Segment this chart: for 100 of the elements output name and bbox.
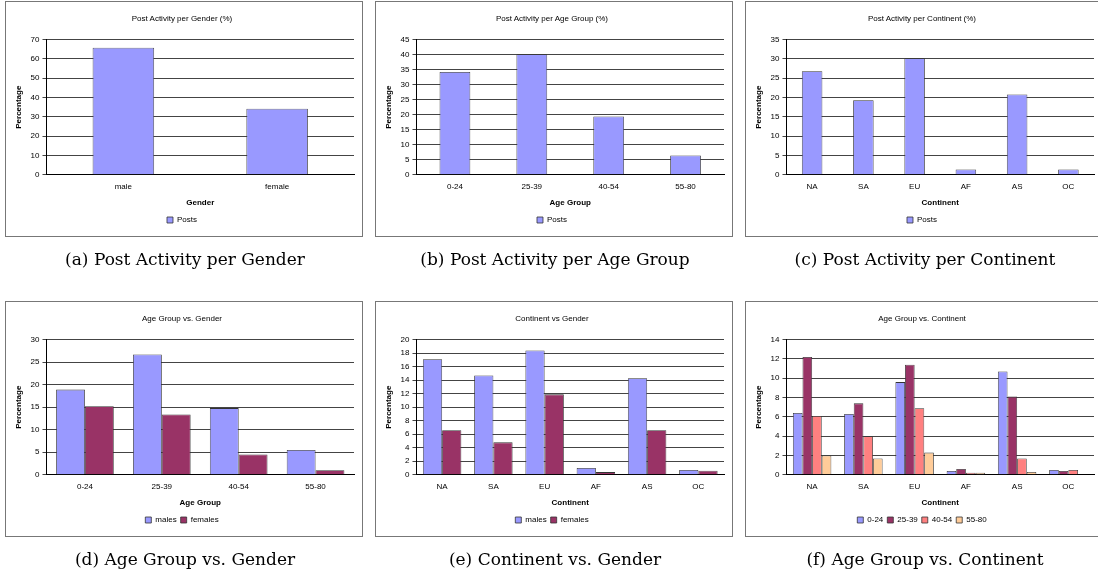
x-tick-label: 55-80 bbox=[675, 181, 697, 191]
y-axis-title: Percentage bbox=[14, 385, 23, 429]
x-axis-title: Continent bbox=[551, 498, 590, 508]
y-tick-label: 0 bbox=[405, 170, 411, 179]
y-tick-label: 30 bbox=[770, 54, 781, 64]
y-tick-label: 0 bbox=[35, 170, 41, 179]
y-tick-label: 10 bbox=[30, 424, 41, 434]
y-tick-label: 20 bbox=[770, 92, 781, 102]
text: (d) Age Group vs. Gender bbox=[73, 549, 297, 569]
y-tick-label: 16 bbox=[400, 361, 411, 371]
chart-title: Post Activity per Continent (%) bbox=[867, 14, 977, 23]
y-tick-label: 14 bbox=[400, 375, 411, 385]
text: (a) Post Activity per Gender bbox=[64, 249, 306, 269]
y-tick-label: 25 bbox=[400, 94, 411, 104]
x-tick-label: AS bbox=[1011, 481, 1023, 491]
y-tick-label: 2 bbox=[775, 450, 781, 460]
legend-label: 25-39 bbox=[897, 515, 919, 525]
y-tick-label: 10 bbox=[770, 131, 781, 141]
y-tick-label: 10 bbox=[400, 139, 411, 149]
x-tick-label: female bbox=[265, 181, 290, 191]
x-tick-label: OC bbox=[692, 481, 705, 491]
y-tick-label: 4 bbox=[405, 442, 411, 452]
legend-label: 55-80 bbox=[966, 515, 988, 525]
legend-label: Posts bbox=[917, 215, 938, 225]
x-tick-label: OC bbox=[1062, 181, 1075, 191]
x-tick-label: 55-80 bbox=[305, 481, 327, 491]
x-tick-label: male bbox=[114, 181, 133, 191]
y-tick-label: 15 bbox=[400, 124, 411, 134]
x-tick-label: EU bbox=[909, 181, 921, 191]
x-tick-label: NA bbox=[806, 181, 819, 191]
y-tick-label: 40 bbox=[400, 49, 411, 59]
y-tick-label: 0 bbox=[405, 470, 411, 479]
y-tick-label: 10 bbox=[770, 373, 781, 383]
x-tick-label: AS bbox=[641, 481, 653, 491]
chart-title: Post Activity per Gender (%) bbox=[131, 14, 233, 23]
y-tick-label: 40 bbox=[30, 92, 41, 102]
y-tick-label: 60 bbox=[30, 54, 41, 64]
y-tick-label: 6 bbox=[775, 412, 781, 422]
y-axis-title: Percentage bbox=[754, 385, 763, 429]
x-tick-label: 25-39 bbox=[151, 481, 173, 491]
x-tick-label: NA bbox=[436, 481, 449, 491]
legend-label: females bbox=[190, 515, 219, 525]
x-tick-label: EU bbox=[909, 481, 921, 491]
y-tick-label: 15 bbox=[30, 402, 41, 412]
x-tick-label: 0-24 bbox=[76, 481, 94, 491]
y-tick-label: 6 bbox=[405, 429, 411, 439]
y-tick-label: 25 bbox=[770, 73, 781, 83]
y-tick-label: 30 bbox=[30, 334, 41, 344]
y-tick-label: 0 bbox=[775, 470, 781, 479]
y-tick-label: 70 bbox=[30, 34, 41, 44]
x-tick-label: NA bbox=[806, 481, 819, 491]
legend-label: males bbox=[155, 515, 177, 525]
y-tick-label: 15 bbox=[770, 112, 781, 122]
y-tick-label: 0 bbox=[775, 170, 781, 179]
x-tick-label: OC bbox=[1062, 481, 1075, 491]
x-tick-label: SA bbox=[858, 481, 870, 491]
y-tick-label: 5 bbox=[35, 447, 41, 457]
y-tick-label: 25 bbox=[30, 357, 41, 367]
text: (e) Continent vs. Gender bbox=[447, 549, 663, 569]
y-tick-label: 4 bbox=[775, 431, 781, 441]
legend-label: Posts bbox=[547, 215, 568, 225]
y-tick-label: 10 bbox=[30, 150, 41, 160]
x-axis-title: Continent bbox=[921, 498, 960, 508]
legend-label: Posts bbox=[177, 215, 198, 225]
x-axis-title: Gender bbox=[186, 198, 215, 208]
chart-title: Age Group vs. Gender bbox=[141, 314, 223, 323]
x-tick-label: AF bbox=[960, 481, 972, 491]
y-tick-label: 10 bbox=[400, 402, 411, 412]
y-tick-label: 20 bbox=[400, 334, 411, 344]
y-tick-label: 2 bbox=[405, 456, 411, 466]
y-tick-label: 12 bbox=[400, 388, 411, 398]
text: (c) Post Activity per Continent bbox=[793, 249, 1057, 269]
legend-label: males bbox=[525, 515, 547, 525]
y-tick-label: 30 bbox=[30, 112, 41, 122]
y-tick-label: 5 bbox=[405, 154, 411, 164]
x-tick-label: AF bbox=[590, 481, 602, 491]
y-tick-label: 50 bbox=[30, 73, 41, 83]
y-axis-title: Percentage bbox=[384, 85, 393, 129]
legend-label: 40-54 bbox=[931, 515, 953, 525]
y-tick-label: 35 bbox=[400, 64, 411, 74]
x-tick-label: SA bbox=[858, 181, 870, 191]
y-axis-title: Percentage bbox=[14, 85, 23, 129]
y-tick-label: 14 bbox=[770, 334, 781, 344]
y-tick-label: 35 bbox=[770, 34, 781, 44]
y-tick-label: 20 bbox=[30, 379, 41, 389]
y-tick-label: 8 bbox=[775, 392, 781, 402]
x-axis-title: Continent bbox=[921, 198, 960, 208]
y-tick-label: 5 bbox=[775, 150, 781, 160]
y-tick-label: 18 bbox=[400, 348, 411, 358]
chart-title: Continent vs Gender bbox=[515, 314, 590, 323]
y-tick-label: 8 bbox=[405, 415, 411, 425]
text: (b) Post Activity per Age Group bbox=[419, 249, 691, 269]
y-tick-label: 12 bbox=[770, 354, 781, 364]
x-tick-label: AS bbox=[1011, 181, 1023, 191]
chart-title: Age Group vs. Continent bbox=[878, 314, 967, 323]
x-tick-label: 40-54 bbox=[598, 181, 620, 191]
y-tick-label: 20 bbox=[30, 131, 41, 141]
legend-label: 0-24 bbox=[867, 515, 884, 525]
x-tick-label: AF bbox=[960, 181, 972, 191]
chart-title: Post Activity per Age Group (%) bbox=[495, 14, 609, 23]
